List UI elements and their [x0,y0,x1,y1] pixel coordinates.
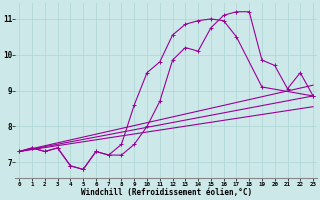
X-axis label: Windchill (Refroidissement éolien,°C): Windchill (Refroidissement éolien,°C) [81,188,252,197]
